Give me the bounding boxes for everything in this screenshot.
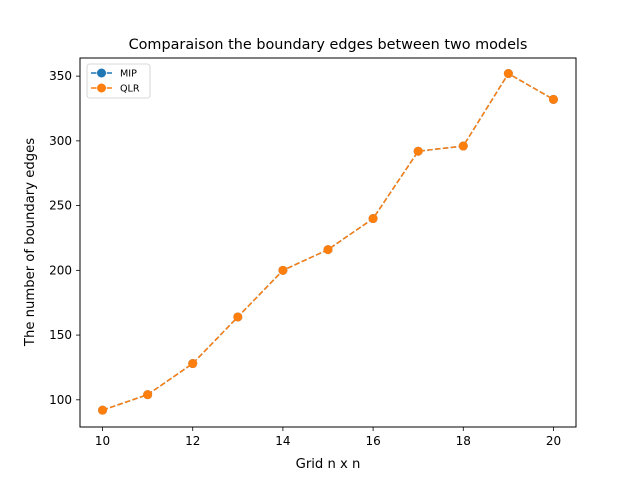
chart-title: Comparaison the boundary edges between t… xyxy=(129,37,528,53)
y-tick-label: 250 xyxy=(49,199,72,213)
x-tick-label: 20 xyxy=(546,434,561,448)
y-tick-label: 100 xyxy=(49,393,72,407)
y-tick-label: 200 xyxy=(49,263,72,277)
legend-marker-qlr xyxy=(97,83,106,93)
x-tick-label: 14 xyxy=(275,434,290,448)
y-tick-label: 350 xyxy=(49,69,72,83)
y-axis-label: The number of boundary edges xyxy=(23,138,38,347)
data-point-qlr xyxy=(368,214,378,224)
legend-label-mip: MIP xyxy=(120,69,137,80)
x-tick-label: 16 xyxy=(365,434,380,448)
data-point-qlr xyxy=(323,245,333,255)
x-tick-label: 18 xyxy=(456,434,471,448)
x-tick-label: 12 xyxy=(185,434,200,448)
data-point-qlr xyxy=(188,359,198,369)
data-point-qlr xyxy=(278,265,288,275)
axes-frame xyxy=(79,57,577,428)
x-axis-label: Grid n x n xyxy=(296,457,361,472)
legend-label-qlr: QLR xyxy=(120,84,140,95)
legend: MIP QLR xyxy=(86,63,151,99)
data-point-qlr xyxy=(143,390,153,400)
x-tick-label: 10 xyxy=(95,434,110,448)
data-point-qlr xyxy=(458,141,468,151)
data-point-qlr xyxy=(98,405,108,415)
data-point-qlr xyxy=(233,312,243,322)
data-point-qlr xyxy=(548,94,558,104)
plot-area: 10 12 14 16 18 20 100 150 200 250 300 350 xyxy=(49,57,577,448)
legend-box xyxy=(86,63,151,99)
y-tick-label: 300 xyxy=(49,134,72,148)
data-point-qlr xyxy=(503,69,513,79)
data-point-qlr xyxy=(413,146,423,156)
y-tick-label: 150 xyxy=(49,328,72,342)
legend-marker-mip xyxy=(97,68,106,78)
